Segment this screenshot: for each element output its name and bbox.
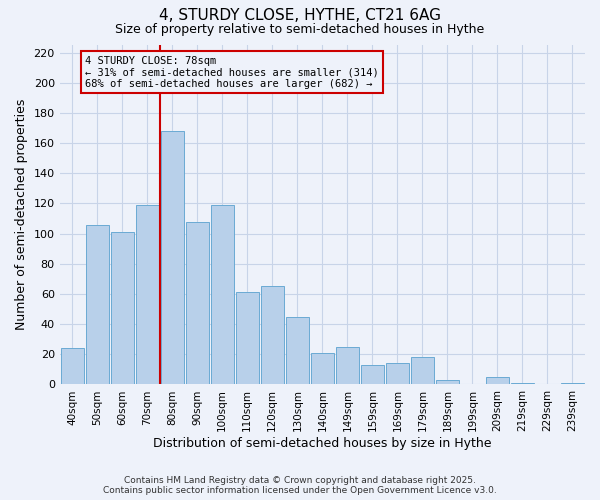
Bar [136,205,159,384]
Y-axis label: Number of semi-detached properties: Number of semi-detached properties [15,99,28,330]
Text: 4 STURDY CLOSE: 78sqm
← 31% of semi-detached houses are smaller (314)
68% of sem: 4 STURDY CLOSE: 78sqm ← 31% of semi-deta… [85,56,379,89]
Text: Size of property relative to semi-detached houses in Hythe: Size of property relative to semi-detach… [115,22,485,36]
Bar [511,383,534,384]
Bar [161,131,184,384]
Bar [411,358,434,384]
Bar [336,346,359,385]
Bar [110,232,134,384]
Bar [486,377,509,384]
Bar [311,353,334,384]
Bar [436,380,459,384]
Bar [286,316,309,384]
Bar [186,222,209,384]
Bar [86,224,109,384]
Bar [261,286,284,384]
Bar [211,205,234,384]
Text: 4, STURDY CLOSE, HYTHE, CT21 6AG: 4, STURDY CLOSE, HYTHE, CT21 6AG [159,8,441,22]
Bar [61,348,83,385]
Bar [236,292,259,384]
Text: Contains HM Land Registry data © Crown copyright and database right 2025.
Contai: Contains HM Land Registry data © Crown c… [103,476,497,495]
Bar [361,365,384,384]
Bar [561,383,584,384]
Bar [386,364,409,384]
X-axis label: Distribution of semi-detached houses by size in Hythe: Distribution of semi-detached houses by … [153,437,491,450]
